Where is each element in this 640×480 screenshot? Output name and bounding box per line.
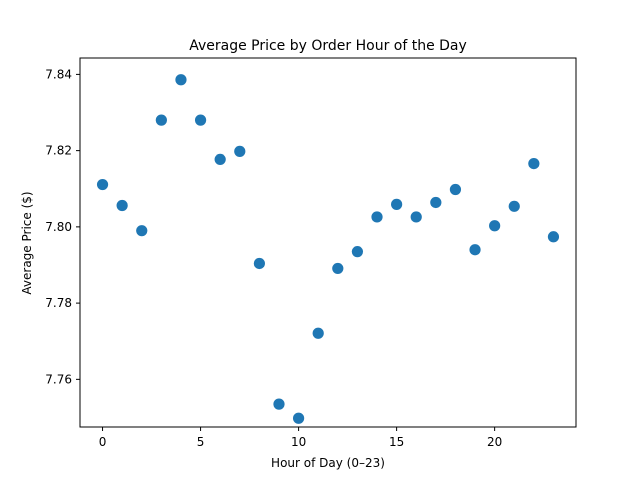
data-point-hour-19 bbox=[469, 244, 481, 256]
data-point-hour-15 bbox=[391, 198, 403, 210]
plot-area-frame bbox=[79, 57, 577, 428]
data-point-hour-6 bbox=[214, 153, 226, 165]
data-point-hour-5 bbox=[194, 114, 207, 126]
data-point-hour-16 bbox=[410, 211, 422, 223]
x-axis-ticks: 0 5 10 15 20 bbox=[99, 427, 502, 449]
x-tick-label: 10 bbox=[291, 435, 306, 449]
y-tick-label: 7.84 bbox=[45, 67, 72, 81]
data-point-hour-10 bbox=[292, 412, 305, 424]
data-point-hour-2 bbox=[136, 225, 148, 237]
data-point-hour-22 bbox=[528, 157, 540, 170]
data-point-hour-13 bbox=[351, 246, 364, 258]
data-point-hour-17 bbox=[430, 196, 442, 209]
data-point-hour-20 bbox=[489, 220, 501, 232]
data-point-hour-8 bbox=[253, 257, 265, 270]
data-point-hour-21 bbox=[508, 200, 520, 212]
y-tick-label: 7.80 bbox=[45, 220, 72, 234]
data-point-hour-23 bbox=[547, 231, 560, 243]
data-point-hour-12 bbox=[332, 262, 344, 275]
data-point-hour-9 bbox=[273, 398, 285, 410]
y-tick-label: 7.76 bbox=[45, 372, 72, 386]
data-point-hour-18 bbox=[449, 183, 462, 196]
data-point-hour-7 bbox=[234, 145, 246, 157]
chart-title: Average Price by Order Hour of the Day bbox=[189, 38, 467, 54]
data-point-hour-0 bbox=[96, 178, 109, 191]
x-tick-label: 5 bbox=[197, 435, 205, 449]
y-axis-ticks: 7.76 7.78 7.80 7.82 7.84 bbox=[45, 67, 80, 386]
data-point-hour-14 bbox=[371, 211, 383, 223]
x-axis-label: Hour of Day (0–23) bbox=[271, 456, 385, 470]
x-tick-label: 20 bbox=[487, 435, 502, 449]
x-tick-label: 15 bbox=[389, 435, 404, 449]
x-tick-label: 0 bbox=[99, 435, 107, 449]
y-axis-label: Average Price ($) bbox=[20, 191, 34, 294]
data-point-hour-3 bbox=[155, 114, 167, 126]
data-point-hour-11 bbox=[312, 327, 324, 339]
data-points bbox=[96, 74, 560, 424]
y-tick-label: 7.82 bbox=[45, 144, 72, 158]
data-point-hour-1 bbox=[116, 199, 128, 212]
data-point-hour-4 bbox=[175, 74, 187, 86]
y-tick-label: 7.78 bbox=[45, 296, 72, 310]
